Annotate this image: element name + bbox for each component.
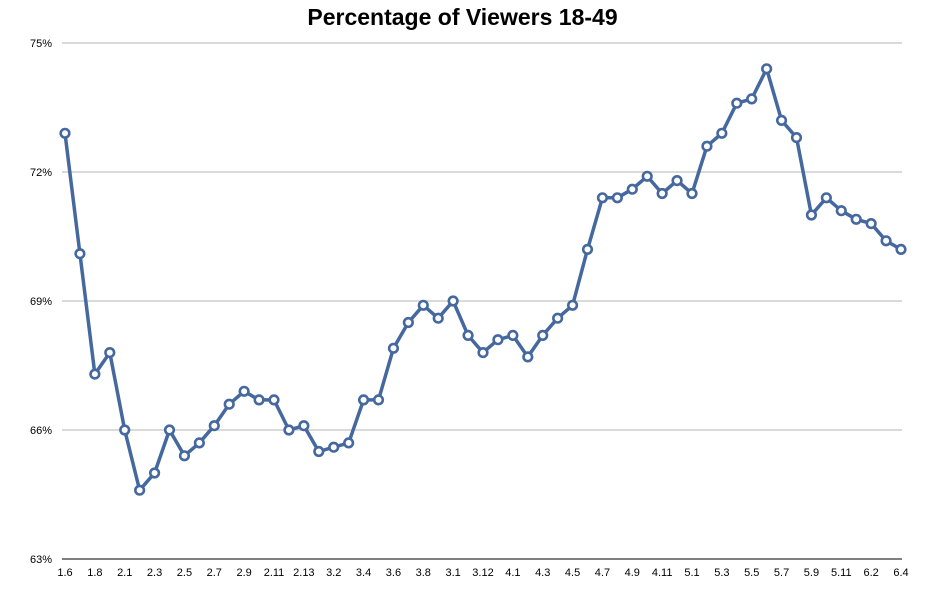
x-tick-label: 3.12 (472, 567, 493, 579)
data-point (462, 329, 474, 342)
data-point (596, 192, 609, 204)
x-tick-label: 6.2 (863, 567, 878, 579)
data-point (537, 329, 549, 342)
x-tick-label: 5.1 (684, 567, 699, 579)
data-point (193, 437, 205, 449)
x-tick-label: 5.3 (714, 567, 729, 579)
data-point (581, 243, 594, 255)
data-point (552, 312, 564, 324)
x-tick-label: 3.4 (356, 567, 371, 579)
grid-layer (62, 42, 902, 431)
y-tick-label: 66% (30, 425, 52, 437)
x-tick-label: 3.6 (386, 567, 401, 579)
x-tick-label: 5.5 (744, 567, 759, 579)
x-tick-label: 2.5 (177, 567, 192, 579)
data-point (686, 187, 698, 200)
data-point (417, 299, 429, 311)
x-tick-label: 6.4 (893, 567, 908, 579)
x-tick-label: 4.11 (652, 567, 673, 579)
series-line (63, 67, 903, 492)
x-tick-label: 3.2 (326, 567, 341, 579)
y-tick-label: 63% (30, 554, 52, 566)
label-layer: 63% 66% 69% 72% 75% 1.6 1.8 2.1 2.3 2.5 2.7 2.9 2.11… (30, 38, 909, 579)
data-point (283, 424, 295, 436)
data-point (357, 394, 370, 406)
x-tick-label: 4.5 (565, 567, 580, 579)
data-point (671, 175, 683, 187)
data-point (74, 248, 86, 260)
data-point (372, 394, 385, 406)
x-tick-label: 1.8 (87, 567, 102, 579)
data-point (626, 183, 638, 195)
data-point (328, 441, 340, 453)
x-tick-label: 3.1 (445, 567, 460, 579)
data-point (268, 394, 280, 406)
data-point (208, 420, 220, 432)
series-layer (63, 67, 903, 492)
data-point (716, 127, 728, 139)
x-tick-label: 2.1 (117, 567, 132, 579)
y-tick-label: 72% (30, 167, 52, 179)
x-tick-label: 4.9 (625, 567, 640, 579)
data-point (761, 63, 773, 75)
x-tick-label: 2.7 (207, 567, 222, 579)
data-point (238, 385, 250, 397)
x-tick-label: 2.9 (236, 567, 251, 579)
data-point (298, 420, 310, 432)
data-point (805, 209, 818, 221)
x-tick-label: 4.1 (505, 567, 520, 579)
data-point (223, 398, 235, 410)
data-point (253, 394, 265, 406)
data-point (89, 368, 101, 380)
data-point (895, 243, 907, 255)
x-tick-label: 3.8 (416, 567, 431, 579)
data-point (507, 329, 519, 342)
data-point (432, 312, 444, 324)
data-point (59, 127, 71, 139)
y-tick-label: 69% (30, 296, 52, 308)
data-point (611, 192, 623, 204)
data-point (656, 187, 668, 200)
data-point (387, 342, 400, 354)
x-tick-label: 5.7 (774, 567, 789, 579)
data-point (566, 299, 579, 311)
data-point (775, 114, 788, 126)
y-tick-label: 75% (30, 38, 52, 50)
data-point (313, 445, 325, 458)
data-point (178, 450, 191, 462)
data-point (731, 97, 743, 109)
data-point (104, 347, 116, 359)
data-point (447, 295, 459, 307)
data-point (522, 351, 534, 363)
data-point (880, 235, 892, 247)
data-point (134, 484, 146, 496)
data-point (148, 467, 161, 479)
x-tick-label: 2.11 (264, 567, 285, 579)
x-tick-label: 5.11 (831, 567, 852, 579)
data-point (790, 132, 803, 144)
data-point (492, 334, 504, 346)
data-point (163, 424, 176, 436)
data-point (850, 213, 862, 225)
x-tick-label: 2.3 (147, 567, 162, 579)
data-point (746, 93, 758, 105)
x-tick-label: 1.6 (57, 567, 72, 579)
x-tick-label: 5.9 (804, 567, 819, 579)
data-point (641, 170, 653, 182)
x-tick-label: 4.3 (535, 567, 550, 579)
data-point (477, 347, 489, 359)
data-point (835, 205, 847, 217)
data-point (343, 437, 355, 449)
data-point (402, 316, 414, 329)
data-point (701, 140, 713, 152)
x-tick-label: 2.13 (293, 567, 314, 579)
x-tick-label: 4.7 (595, 567, 610, 579)
marker-layer (59, 63, 907, 496)
data-point (865, 218, 877, 230)
data-point (119, 424, 131, 436)
data-point (820, 192, 832, 204)
chart-title: Percentage of Viewers 18-49 (307, 4, 618, 30)
